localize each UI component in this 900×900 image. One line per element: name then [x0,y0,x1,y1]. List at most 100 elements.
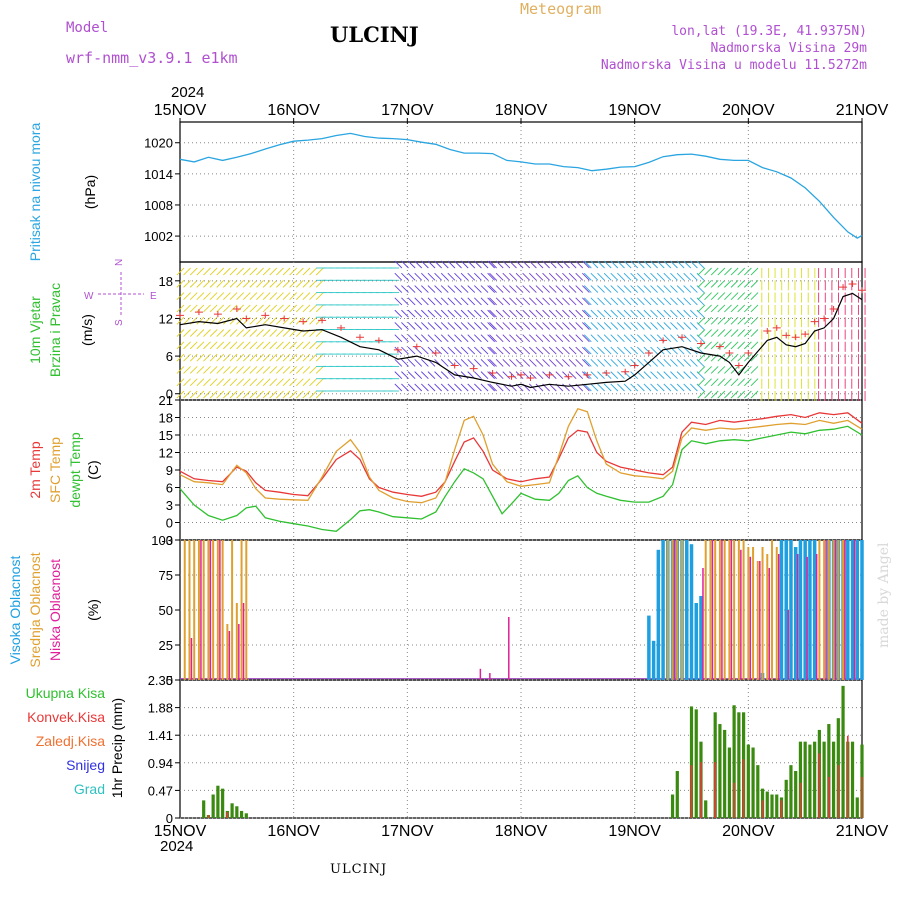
wind-barb [407,334,416,343]
compass-rose: N S W E [84,259,157,326]
cloud-bar-1 [197,540,200,680]
wind-barb [489,346,497,355]
wind-barb [295,378,304,387]
wind-barb [509,383,517,392]
wind-barb [242,304,251,313]
x-tick-label-bottom: 15NOV [154,823,207,840]
wind-barb [548,346,557,355]
wind-barb [743,304,752,313]
gust-marker [526,375,535,382]
wind-barb [223,390,231,399]
wind-barb [535,334,544,343]
wind-barb [676,334,685,343]
x-tick-label-bottom: 17NOV [381,823,434,840]
wind-barb [460,346,469,355]
cloud-bar-1 [723,540,726,680]
wind-barb [623,322,632,330]
wind-barb [750,279,759,288]
wind-barb [670,383,678,392]
elevation-label: Nadmorska Visina 29m [710,41,867,56]
wind-barb [196,279,205,288]
wind-barb [603,260,612,269]
wind-barb [717,329,726,337]
wind-barb [583,272,592,281]
wind-barb [548,383,557,392]
wind-barb [636,285,645,293]
wind-barb [495,383,504,392]
wind-barb [670,371,678,380]
wind-barb [229,304,238,313]
precip-bar-0 [202,800,206,818]
temp-axis-title-3: dewpt Temp [67,432,83,507]
wind-barb [617,309,625,318]
wind-barb [256,378,264,387]
wind-barb [495,346,504,355]
wind-barb [590,383,599,392]
wind-barb [568,272,577,281]
wind-barb [542,346,550,355]
cloud-bar-0 [689,544,694,680]
x-tick-label-bottom: 21NOV [836,823,889,840]
precip-axis-title: 1hr Precip (mm) [109,698,125,798]
wind-barb [535,285,544,293]
wind-barb [710,267,719,276]
wind-barb [575,322,584,330]
wind-barb [394,383,403,392]
wind-barb [502,346,511,355]
cloud-bar-1 [681,540,684,680]
cloud-bar-1 [188,540,191,680]
wind-barb [710,304,719,313]
temperature-line-1 [179,408,863,504]
precip-bar-1 [733,782,735,818]
wind-barb [242,341,251,350]
wind-barb [434,297,442,306]
wind-barb [515,272,524,281]
wind-barb [656,260,665,269]
year-top: 2024 [171,84,205,101]
wind-barb [236,378,244,387]
precip-bar-0 [235,806,239,818]
wind-barb [203,378,211,387]
wind-barb [696,272,705,281]
wind-barb [590,285,599,293]
wind-barb [710,329,719,337]
wind-barb [203,292,211,300]
wind-barb [420,334,429,343]
wind-barb [242,292,251,300]
wind-barb [394,322,403,330]
wind-barb [697,390,706,399]
wind-barb [203,341,211,350]
wind-barb [676,383,685,392]
x-tick-label-top: 19NOV [608,102,661,119]
wind-barb [189,378,198,387]
wind-barb [242,267,251,276]
wind-barb [196,353,205,362]
wind-barb [256,292,264,300]
wind-barb [216,304,225,313]
wind-barb [575,297,584,306]
wind-barb [440,285,449,293]
wind-barb [743,341,752,350]
wind-barb [650,371,658,380]
wind-barb [603,359,612,367]
cloud-bar-1 [216,540,219,680]
y-tick-label: 6 [166,349,173,364]
wind-barb [555,260,564,269]
cloud-bar-1 [775,547,778,680]
wind-barb [555,309,564,318]
y-tick-label: 1.88 [148,701,173,716]
wind-barb [750,329,759,337]
wind-barb [656,285,665,293]
wind-barb [189,353,198,362]
wind-speed-line [179,292,863,389]
wind-barb [724,366,732,374]
cloud-bar-1 [704,540,707,680]
precip-bar-0 [808,744,812,818]
wind-barb [568,285,577,293]
wind-barb [656,383,665,392]
wind-barb [183,341,191,350]
wind-barb [704,267,712,276]
wind-barb [582,260,590,269]
wind-barb [656,322,665,330]
gust-marker [176,312,184,319]
